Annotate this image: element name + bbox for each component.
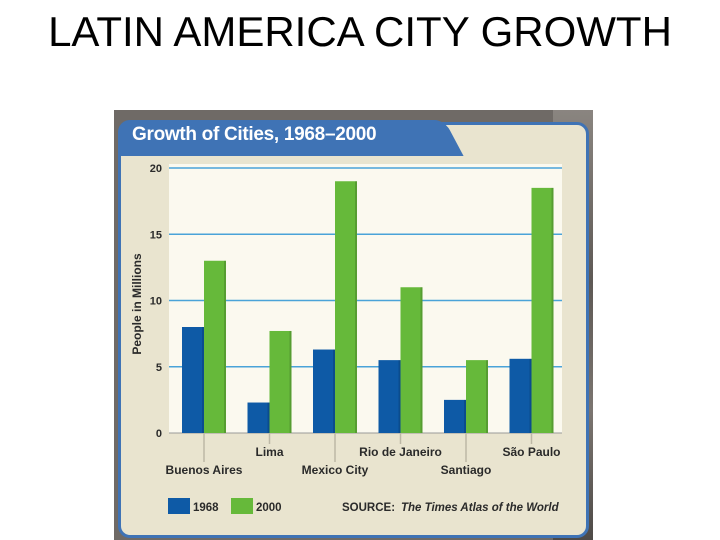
bar-2000-lima [269,330,292,433]
bar-2000-santiago [466,360,488,433]
bar-shade [202,327,204,433]
bar-2000-rio-de-janeiro [400,287,423,433]
bar-1968-s-o-paulo [509,358,532,433]
x-tick-label-mexico-city: Mexico City [302,463,369,477]
bar-1968-lima [247,402,270,433]
bar-2000-buenos-aires [204,260,226,433]
bar-1968-buenos-aires [182,327,204,433]
bar-shade [355,181,357,433]
y-axis-label: People in Millions [130,253,144,355]
source-prefix: SOURCE: [342,502,395,514]
bar-shade [333,349,335,433]
x-tick-label-s-o-paulo: São Paulo [502,445,560,459]
x-tick-label-rio-de-janeiro: Rio de Janeiro [359,445,442,459]
chart-title: Growth of Cities, 1968–2000 [132,124,377,145]
legend-label-1968: 1968 [193,502,219,514]
slide-title: LATIN AMERICA CITY GROWTH [48,8,672,55]
bar-shade [420,287,423,433]
legend-label-2000: 2000 [256,502,282,514]
bar-shade [486,360,488,433]
y-tick-label-10: 10 [150,296,162,308]
bar-shade [551,187,554,433]
x-tick-label-lima: Lima [255,445,283,459]
bar-1968-santiago [444,399,466,433]
y-tick-label-5: 5 [156,362,162,374]
y-tick-label-15: 15 [150,229,162,241]
chart-title-tab [118,120,436,156]
y-tick-label-20: 20 [150,163,162,175]
bar-1968-mexico-city [313,349,335,433]
bar-2000-mexico-city [335,181,357,433]
bar-shade [289,330,292,433]
plot-area [169,164,562,433]
bar-shade [267,402,270,433]
bar-shade [529,358,532,433]
x-tick-label-santiago: Santiago [441,463,492,477]
bar-shade [398,360,401,433]
chart-figure: Growth of Cities, 1968–2000 0 5 10 15 20 Buen… [114,110,593,540]
x-tick-label-buenos-aires: Buenos Aires [166,463,243,477]
source-title: The Times Atlas of the World [401,502,560,514]
bar-chart: 0 5 10 15 20 Buenos Aires Lima Mexico City Rio d… [130,163,562,514]
legend-swatch-2000 [231,498,253,514]
bar-shade [224,260,226,433]
bar-shade [464,399,466,433]
bar-1968-rio-de-janeiro [378,360,401,433]
y-tick-label-0: 0 [156,428,162,440]
legend-swatch-1968 [168,498,190,514]
bar-2000-s-o-paulo [531,187,554,433]
